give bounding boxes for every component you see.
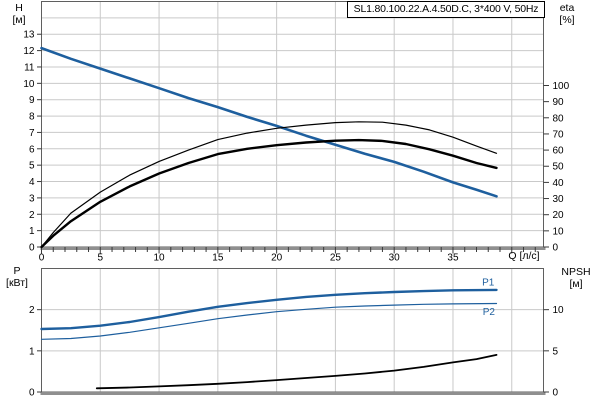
y-tick-label-right: 10	[553, 226, 565, 237]
y-tick-label-left: 11	[24, 62, 35, 73]
y-tick-label-left: 10	[23, 79, 35, 90]
y-tick-label-right: 90	[553, 97, 565, 108]
y-tick-label-left: 0	[29, 243, 35, 254]
curve-NPSH	[95, 353, 498, 390]
curve-label-P1: P1	[482, 278, 495, 289]
y-tick-label-left: 0	[29, 388, 35, 399]
x-tick-label: 10	[154, 253, 166, 264]
chart-title-box: SL1.80.100.22.A.4.50D.C, 3*400 V, 50Hz	[347, 1, 545, 18]
curve-eta2	[40, 138, 498, 249]
plot-frame	[41, 268, 544, 393]
y-tick-label-right: 40	[553, 178, 565, 189]
plot-frame	[41, 1, 544, 248]
y-tick-label-right: 60	[553, 146, 565, 157]
npsh-axis-unit: [м]	[569, 278, 583, 290]
x-tick-label: 25	[330, 253, 342, 264]
curve-label-P2: P2	[483, 307, 496, 318]
x-tick-label: 5	[98, 253, 104, 264]
y-tick-label-right: 50	[553, 162, 565, 173]
y-axis-label-npsh: NPSH [м]	[553, 266, 599, 290]
y-tick-label-right: 0	[553, 388, 559, 399]
curve-eta1	[40, 121, 498, 248]
y-tick-label-left: 2	[29, 210, 35, 221]
y-axis-label-head: H [м]	[2, 2, 36, 26]
y-tick-label-left: 1	[29, 226, 35, 237]
y-tick-label-left: 7	[29, 128, 35, 139]
y-tick-label-left: 12	[23, 46, 35, 57]
y-tick-label-left: 8	[29, 112, 35, 123]
eta-axis-unit: [%]	[559, 14, 575, 26]
chart-title: SL1.80.100.22.A.4.50D.C, 3*400 V, 50Hz	[353, 3, 539, 15]
y-tick-label-right: 30	[553, 194, 565, 205]
h-axis-name: H	[15, 2, 23, 14]
p-axis-unit: [кВт]	[6, 277, 28, 289]
y-tick-label-left: 1	[29, 346, 35, 357]
npsh-axis-name: NPSH	[561, 266, 591, 278]
h-axis-unit: [м]	[12, 14, 26, 26]
curve-H	[40, 46, 498, 198]
y-tick-label-right: 0	[553, 243, 559, 254]
x-tick-label: 35	[447, 253, 459, 264]
y-tick-label-right: 5	[553, 346, 559, 357]
x-tick-label: 0	[39, 253, 45, 264]
x-tick-label: 20	[271, 253, 283, 264]
curve-P1	[40, 288, 498, 331]
x-axis-label: Q [л/с]	[508, 250, 540, 262]
y-tick-label-left: 9	[29, 95, 35, 106]
y-tick-label-left: 3	[29, 193, 35, 204]
y-tick-label-right: 20	[553, 210, 565, 221]
p-axis-name: P	[13, 265, 21, 277]
x-tick-label: 30	[389, 253, 401, 264]
y-tick-label-left: 6	[29, 144, 35, 155]
eta-axis-name: eta	[559, 2, 575, 14]
y-tick-label-right: 10	[553, 305, 565, 316]
y-tick-label-right: 80	[553, 113, 565, 124]
y-tick-label-left: 5	[29, 161, 35, 172]
y-axis-label-eta: eta [%]	[548, 2, 586, 26]
y-tick-label-right: 100	[553, 81, 570, 92]
curve-P2	[40, 302, 498, 340]
y-tick-label-left: 13	[23, 30, 35, 41]
x-tick-label: 15	[212, 253, 224, 264]
y-tick-label-left: 4	[29, 177, 35, 188]
y-axis-label-power: P [кВт]	[0, 265, 34, 289]
y-tick-label-right: 70	[553, 129, 565, 140]
y-tick-label-left: 2	[29, 305, 35, 316]
